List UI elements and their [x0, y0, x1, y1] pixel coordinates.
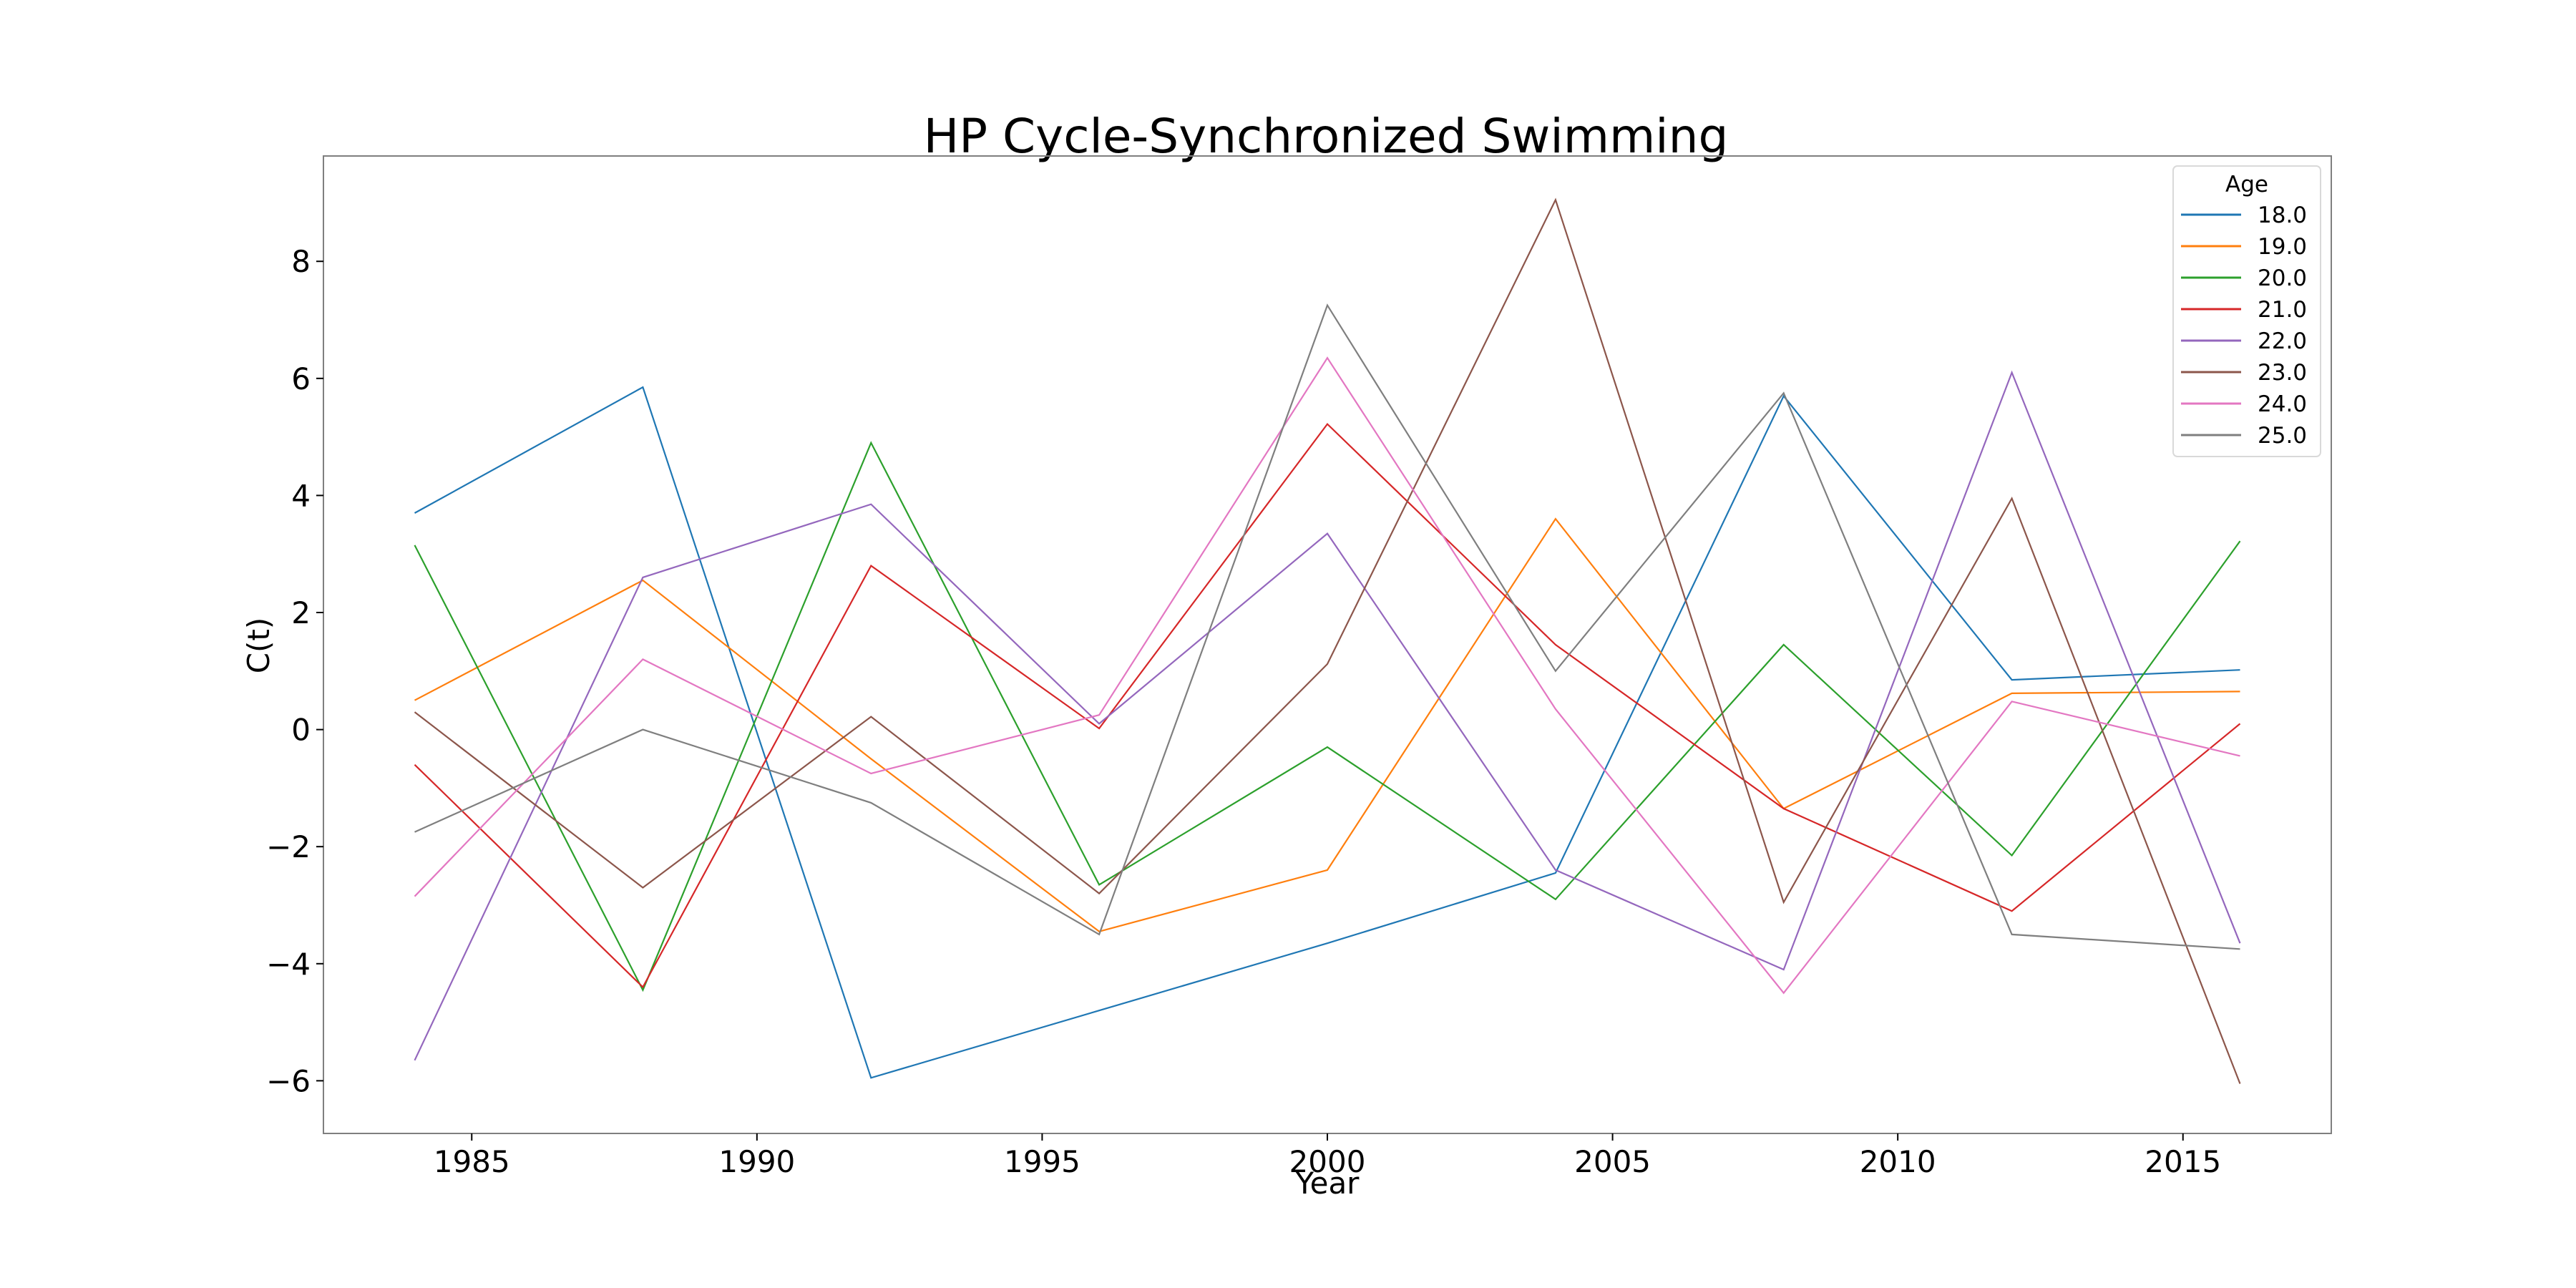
series-line-24.0 [414, 356, 2240, 995]
y-tick-label: 2 [291, 595, 311, 630]
legend-item-label: 18.0 [2258, 203, 2307, 228]
legend-title: Age [2225, 172, 2268, 197]
legend-item-label: 20.0 [2258, 265, 2307, 291]
series-lines [414, 197, 2241, 1084]
legend: Age 18.0 19.0 20.0 21.0 22.0 23.0 24.0 25.0 [2172, 165, 2321, 457]
series-line-21.0 [414, 422, 2241, 989]
x-tick-label: 2010 [1860, 1144, 1936, 1179]
legend-item-label: 23.0 [2258, 360, 2307, 386]
x-axis: 1985 1990 1995 2000 2005 2010 2015 [434, 1133, 2221, 1179]
legend-item-label: 19.0 [2258, 234, 2307, 260]
y-axis: −6 −4 −2 0 2 4 6 8 [266, 244, 323, 1098]
x-axis-label: Year [1295, 1166, 1360, 1201]
x-tick-label: 1985 [434, 1144, 510, 1179]
legend-item-label: 22.0 [2258, 328, 2307, 354]
plot-area [323, 155, 2332, 1134]
chart-title: HP Cycle-Synchronized Swimming [924, 109, 1729, 164]
legend-item-label: 25.0 [2258, 423, 2307, 449]
legend-item-label: 24.0 [2258, 391, 2307, 417]
series-line-19.0 [414, 517, 2240, 933]
series-line-18.0 [414, 386, 2240, 1079]
legend-item-label: 21.0 [2258, 297, 2307, 323]
x-tick-label: 1990 [718, 1144, 795, 1179]
x-tick-label: 2000 [1289, 1144, 1366, 1179]
series-line-22.0 [414, 370, 2241, 1061]
legend-box [2172, 165, 2321, 457]
series-line-25.0 [414, 303, 2240, 950]
y-tick-label: 0 [291, 713, 311, 748]
x-tick-label: 2015 [2145, 1144, 2221, 1179]
series-line-20.0 [414, 441, 2241, 992]
y-tick-label: −4 [266, 947, 311, 982]
x-tick-label: 1995 [1004, 1144, 1080, 1179]
y-tick-label: 8 [291, 244, 311, 279]
y-tick-label: 4 [291, 478, 311, 513]
y-axis-label: C(t) [241, 618, 276, 674]
y-tick-label: −6 [266, 1063, 311, 1098]
x-tick-label: 2005 [1574, 1144, 1651, 1179]
y-tick-label: −2 [266, 829, 311, 864]
series-line-23.0 [414, 197, 2241, 1084]
y-tick-label: 6 [291, 361, 311, 396]
